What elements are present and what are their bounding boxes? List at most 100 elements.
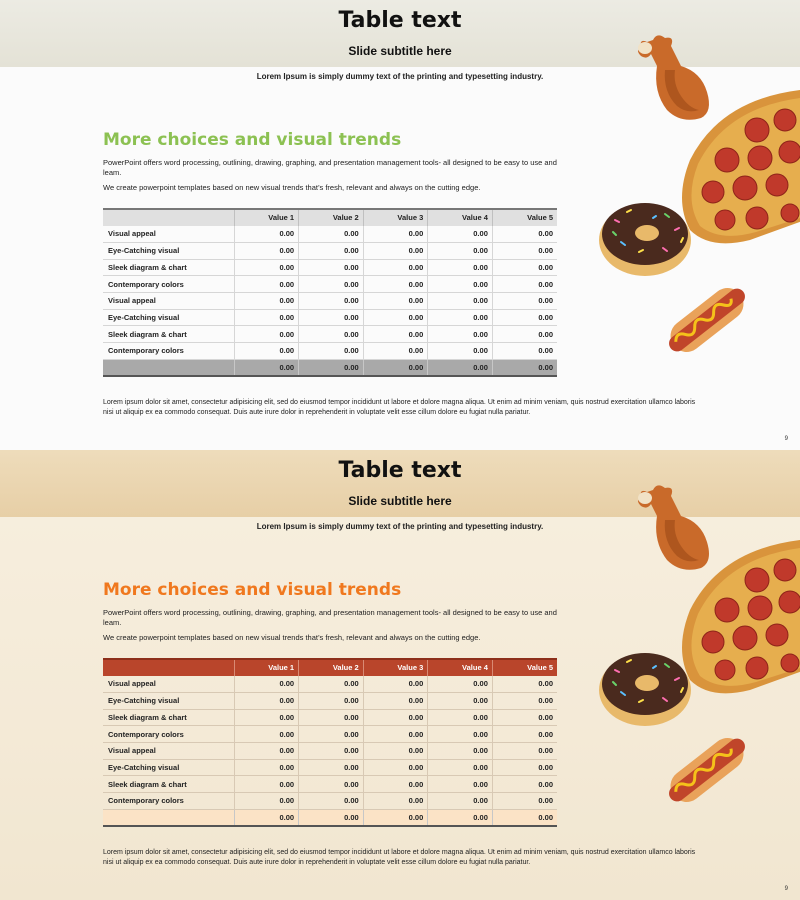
page-number: 9 bbox=[784, 886, 788, 892]
value-cell: 0.00 bbox=[427, 709, 493, 727]
table-header-cell bbox=[103, 658, 234, 676]
value-cell: 0.00 bbox=[362, 759, 428, 777]
value-cell: 0.00 bbox=[491, 759, 557, 777]
value-cell: 0.00 bbox=[362, 675, 428, 693]
value-cell: 0.00 bbox=[491, 292, 557, 310]
table-total-cell: 0.00 bbox=[427, 359, 493, 377]
table-row: Visual appeal 0.00 0.00 0.00 0.00 0.00 bbox=[103, 742, 557, 760]
value-cell: 0.00 bbox=[362, 725, 428, 743]
table-total-cell: 0.00 bbox=[298, 359, 364, 377]
table-total-cell: 0.00 bbox=[362, 809, 428, 827]
value-cell: 0.00 bbox=[233, 342, 299, 360]
value-cell: 0.00 bbox=[427, 742, 493, 760]
value-cell: 0.00 bbox=[298, 342, 364, 360]
value-cell: 0.00 bbox=[362, 225, 428, 243]
value-cell: 0.00 bbox=[298, 309, 364, 327]
table-row: Sleek diagram & chart 0.00 0.00 0.00 0.00 0.0… bbox=[103, 775, 557, 793]
slide-1: Table text Slide subtitle here Lorem Ips… bbox=[0, 0, 800, 442]
intro-text: Lorem Ipsum is simply dummy text of the … bbox=[256, 72, 544, 81]
slide-title: Table text bbox=[338, 458, 462, 483]
row-label-cell: Sleek diagram & chart bbox=[103, 709, 234, 727]
slide-subtitle: Slide subtitle here bbox=[348, 44, 452, 58]
table-total-cell: 0.00 bbox=[491, 359, 557, 377]
table-header-cell: Value 2 bbox=[298, 208, 364, 226]
value-cell: 0.00 bbox=[233, 325, 299, 343]
row-label-cell: Sleek diagram & chart bbox=[103, 775, 234, 793]
value-cell: 0.00 bbox=[362, 792, 428, 810]
donut-icon bbox=[599, 203, 691, 276]
value-cell: 0.00 bbox=[298, 325, 364, 343]
value-cell: 0.00 bbox=[233, 242, 299, 260]
value-cell: 0.00 bbox=[298, 692, 364, 710]
intro-text: Lorem Ipsum is simply dummy text of the … bbox=[256, 522, 544, 531]
table-header-cell: Value 4 bbox=[427, 658, 493, 676]
row-label-cell: Eye-Catching visual bbox=[103, 242, 234, 260]
row-label-cell: Visual appeal bbox=[103, 675, 234, 693]
row-label-cell: Eye-Catching visual bbox=[103, 309, 234, 327]
value-cell: 0.00 bbox=[491, 692, 557, 710]
table-total-cell: 0.00 bbox=[427, 809, 493, 827]
slide-2: Table text Slide subtitle here Lorem Ips… bbox=[0, 450, 800, 900]
value-cell: 0.00 bbox=[491, 342, 557, 360]
footer-paragraph: Lorem ipsum dolor sit amet, consectetur … bbox=[103, 399, 696, 416]
value-cell: 0.00 bbox=[298, 259, 364, 277]
table-total-cell: 0.00 bbox=[491, 809, 557, 827]
donut-icon bbox=[599, 653, 691, 726]
table-header-cell: Value 5 bbox=[491, 208, 557, 226]
row-label-cell: Contemporary colors bbox=[103, 275, 234, 293]
food-illustration bbox=[599, 35, 800, 353]
value-cell: 0.00 bbox=[362, 325, 428, 343]
row-label-cell: Sleek diagram & chart bbox=[103, 325, 234, 343]
value-cell: 0.00 bbox=[233, 709, 299, 727]
value-cell: 0.00 bbox=[491, 325, 557, 343]
value-cell: 0.00 bbox=[427, 675, 493, 693]
table-row: Visual appeal 0.00 0.00 0.00 0.00 0.00 bbox=[103, 675, 557, 693]
value-cell: 0.00 bbox=[362, 709, 428, 727]
value-cell: 0.00 bbox=[427, 692, 493, 710]
row-label-cell: Visual appeal bbox=[103, 742, 234, 760]
table-row: Sleek diagram & chart 0.00 0.00 0.00 0.00 0.0… bbox=[103, 259, 557, 277]
table-total-cell: 0.00 bbox=[233, 809, 299, 827]
value-cell: 0.00 bbox=[491, 675, 557, 693]
value-cell: 0.00 bbox=[427, 792, 493, 810]
row-label-cell: Contemporary colors bbox=[103, 792, 234, 810]
data-table: Value 1 Value 2 Value 3 Value 4 Value 5 … bbox=[103, 658, 557, 827]
table-total-cell: 0.00 bbox=[233, 359, 299, 377]
value-cell: 0.00 bbox=[362, 775, 428, 793]
table-row: Sleek diagram & chart 0.00 0.00 0.00 0.00 0.0… bbox=[103, 709, 557, 727]
value-cell: 0.00 bbox=[491, 709, 557, 727]
value-cell: 0.00 bbox=[233, 225, 299, 243]
value-cell: 0.00 bbox=[491, 742, 557, 760]
table-total-cell bbox=[103, 809, 234, 827]
value-cell: 0.00 bbox=[298, 742, 364, 760]
value-cell: 0.00 bbox=[427, 725, 493, 743]
value-cell: 0.00 bbox=[233, 675, 299, 693]
row-label-cell: Contemporary colors bbox=[103, 342, 234, 360]
value-cell: 0.00 bbox=[362, 275, 428, 293]
row-label-cell: Eye-Catching visual bbox=[103, 692, 234, 710]
value-cell: 0.00 bbox=[233, 792, 299, 810]
value-cell: 0.00 bbox=[298, 725, 364, 743]
table-header-cell: Value 4 bbox=[427, 208, 493, 226]
page-number: 9 bbox=[784, 436, 788, 442]
description-paragraph: PowerPoint offers word processing, outli… bbox=[103, 608, 557, 627]
value-cell: 0.00 bbox=[362, 292, 428, 310]
row-label-cell: Contemporary colors bbox=[103, 725, 234, 743]
value-cell: 0.00 bbox=[427, 775, 493, 793]
table-row: Contemporary colors 0.00 0.00 0.00 0.00 0.00 bbox=[103, 792, 557, 810]
value-cell: 0.00 bbox=[298, 225, 364, 243]
value-cell: 0.00 bbox=[491, 775, 557, 793]
hotdog-icon bbox=[669, 287, 745, 353]
value-cell: 0.00 bbox=[491, 309, 557, 327]
table-row: Visual appeal 0.00 0.00 0.00 0.00 0.00 bbox=[103, 225, 557, 243]
value-cell: 0.00 bbox=[427, 275, 493, 293]
value-cell: 0.00 bbox=[298, 242, 364, 260]
description-paragraph: PowerPoint offers word processing, outli… bbox=[103, 158, 557, 177]
value-cell: 0.00 bbox=[427, 292, 493, 310]
chicken-drumstick-icon bbox=[638, 35, 709, 120]
value-cell: 0.00 bbox=[491, 725, 557, 743]
pizza-icon bbox=[682, 90, 800, 244]
slide-subtitle: Slide subtitle here bbox=[348, 494, 452, 508]
value-cell: 0.00 bbox=[233, 759, 299, 777]
value-cell: 0.00 bbox=[298, 709, 364, 727]
